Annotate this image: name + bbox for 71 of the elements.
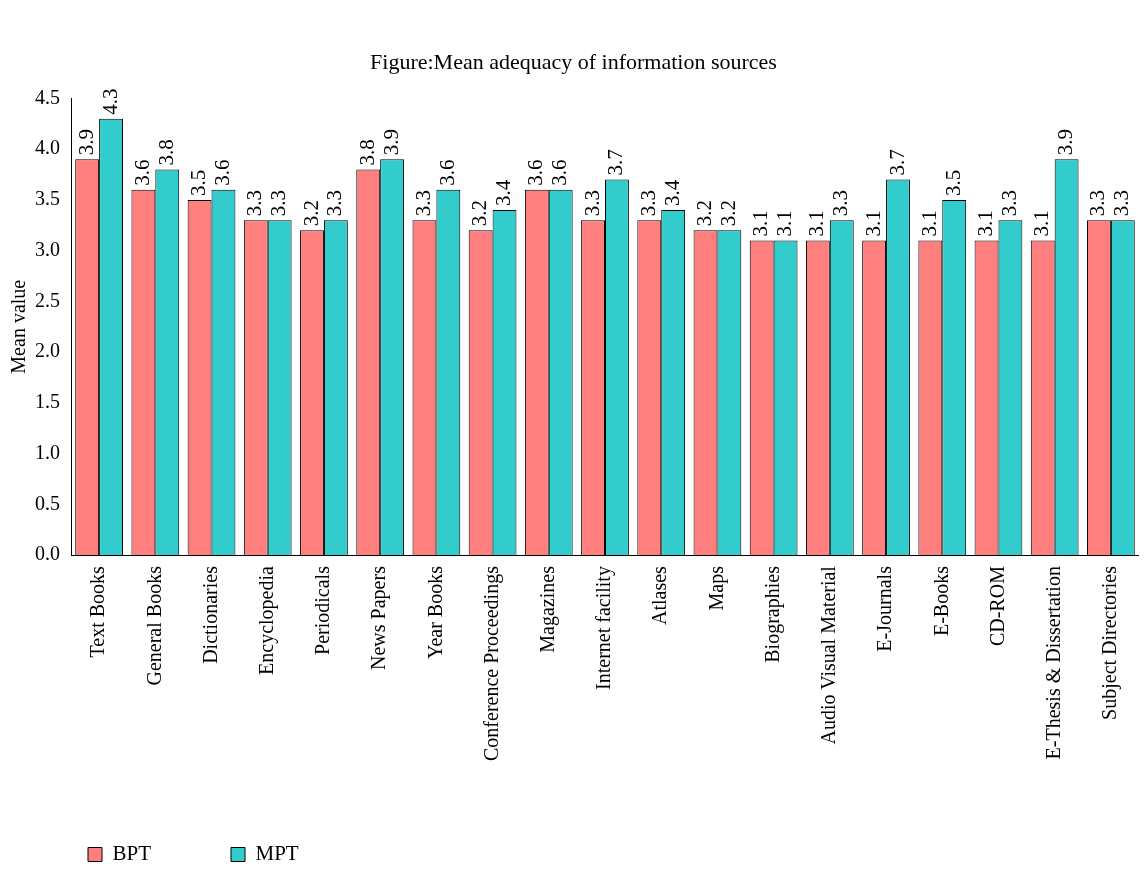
data-label: 3.3 (242, 189, 267, 217)
x-tick-label: Year Books (423, 565, 446, 660)
x-tick-label: Dictionaries (198, 565, 221, 664)
data-label: 3.3 (1085, 189, 1110, 217)
x-tick-label: General Books (142, 565, 165, 686)
data-label: 3.6 (209, 159, 234, 186)
data-label: 3.8 (354, 139, 379, 166)
legend-label: MPT (255, 841, 299, 866)
x-tick-label: Atlases (648, 565, 671, 625)
y-tick-label: 0.0 (35, 542, 60, 565)
x-tick-label: Conference Proceedings (479, 565, 503, 761)
data-label: 3.6 (523, 159, 548, 186)
data-label: 3.3 (828, 189, 853, 217)
data-label: 3.6 (129, 159, 154, 186)
data-label: 3.2 (691, 200, 716, 227)
data-label: 3.1 (916, 210, 941, 237)
x-tick-label: E-Journals (873, 565, 896, 652)
data-label: 3.1 (1029, 210, 1054, 237)
data-label: 3.4 (491, 179, 516, 207)
data-label: 4.3 (97, 88, 122, 115)
data-label: 3.5 (186, 169, 211, 196)
x-tick-label: Audio Visual Material (817, 565, 840, 745)
data-label: 3.3 (322, 189, 347, 217)
y-tick-label: 4.0 (35, 136, 60, 159)
y-tick-label: 2.5 (35, 288, 60, 311)
y-tick-label: 2.0 (35, 339, 60, 362)
x-tick-label: Biographies (760, 565, 784, 663)
y-tick-label: 3.0 (35, 237, 60, 260)
data-label: 3.3 (996, 189, 1021, 217)
data-label: 3.9 (378, 129, 403, 156)
data-label: 3.3 (1109, 189, 1134, 217)
y-tick-label: 3.5 (35, 187, 60, 210)
x-tick-label: News Papers (367, 565, 391, 670)
data-label: 3.2 (298, 200, 323, 227)
x-tick-label: Periodicals (311, 565, 334, 655)
y-axis-title: Mean value (7, 279, 30, 374)
x-tick-label: E-Thesis & Dissertation (1041, 566, 1064, 760)
y-tick-label: 1.0 (35, 440, 60, 463)
x-tick-label: Magazines (536, 565, 560, 653)
data-label: 3.7 (884, 149, 909, 176)
data-label: 3.5 (940, 169, 965, 196)
data-label: 3.9 (73, 129, 98, 156)
data-label: 3.6 (547, 159, 572, 186)
data-label: 3.9 (1053, 129, 1078, 156)
x-tick-label: E-Books (929, 565, 952, 637)
data-label: 3.2 (467, 200, 492, 227)
data-label: 3.4 (659, 179, 684, 207)
data-label: 3.1 (748, 210, 773, 237)
data-label: 3.3 (635, 189, 660, 217)
y-tick-label: 1.5 (35, 390, 60, 413)
data-label: 3.1 (804, 210, 829, 237)
x-tick-label: Subject Directories (1098, 565, 1122, 720)
data-label: 3.3 (266, 189, 291, 217)
x-tick-label: Internet facility (592, 566, 616, 690)
data-label: 3.3 (410, 189, 435, 217)
y-tick-label: 4.5 (35, 85, 60, 108)
data-label: 3.7 (603, 149, 628, 176)
data-label: 3.3 (579, 189, 604, 217)
data-label: 3.1 (860, 210, 885, 237)
data-label: 3.8 (153, 139, 178, 166)
data-label: 3.6 (434, 159, 459, 186)
y-tick-label: 0.5 (35, 491, 60, 514)
data-label: 3.1 (973, 210, 998, 237)
data-label: 3.1 (772, 210, 797, 237)
data-label: 3.2 (715, 200, 740, 227)
x-tick-label: Encyclopedia (254, 565, 278, 675)
chart-title: Figure:Mean adequacy of information sources (370, 48, 777, 74)
legend-label: BPT (112, 841, 152, 866)
x-tick-label: CD-ROM (985, 565, 1008, 647)
x-tick-label: Maps (704, 565, 728, 611)
x-tick-label: Text Books (86, 565, 109, 658)
